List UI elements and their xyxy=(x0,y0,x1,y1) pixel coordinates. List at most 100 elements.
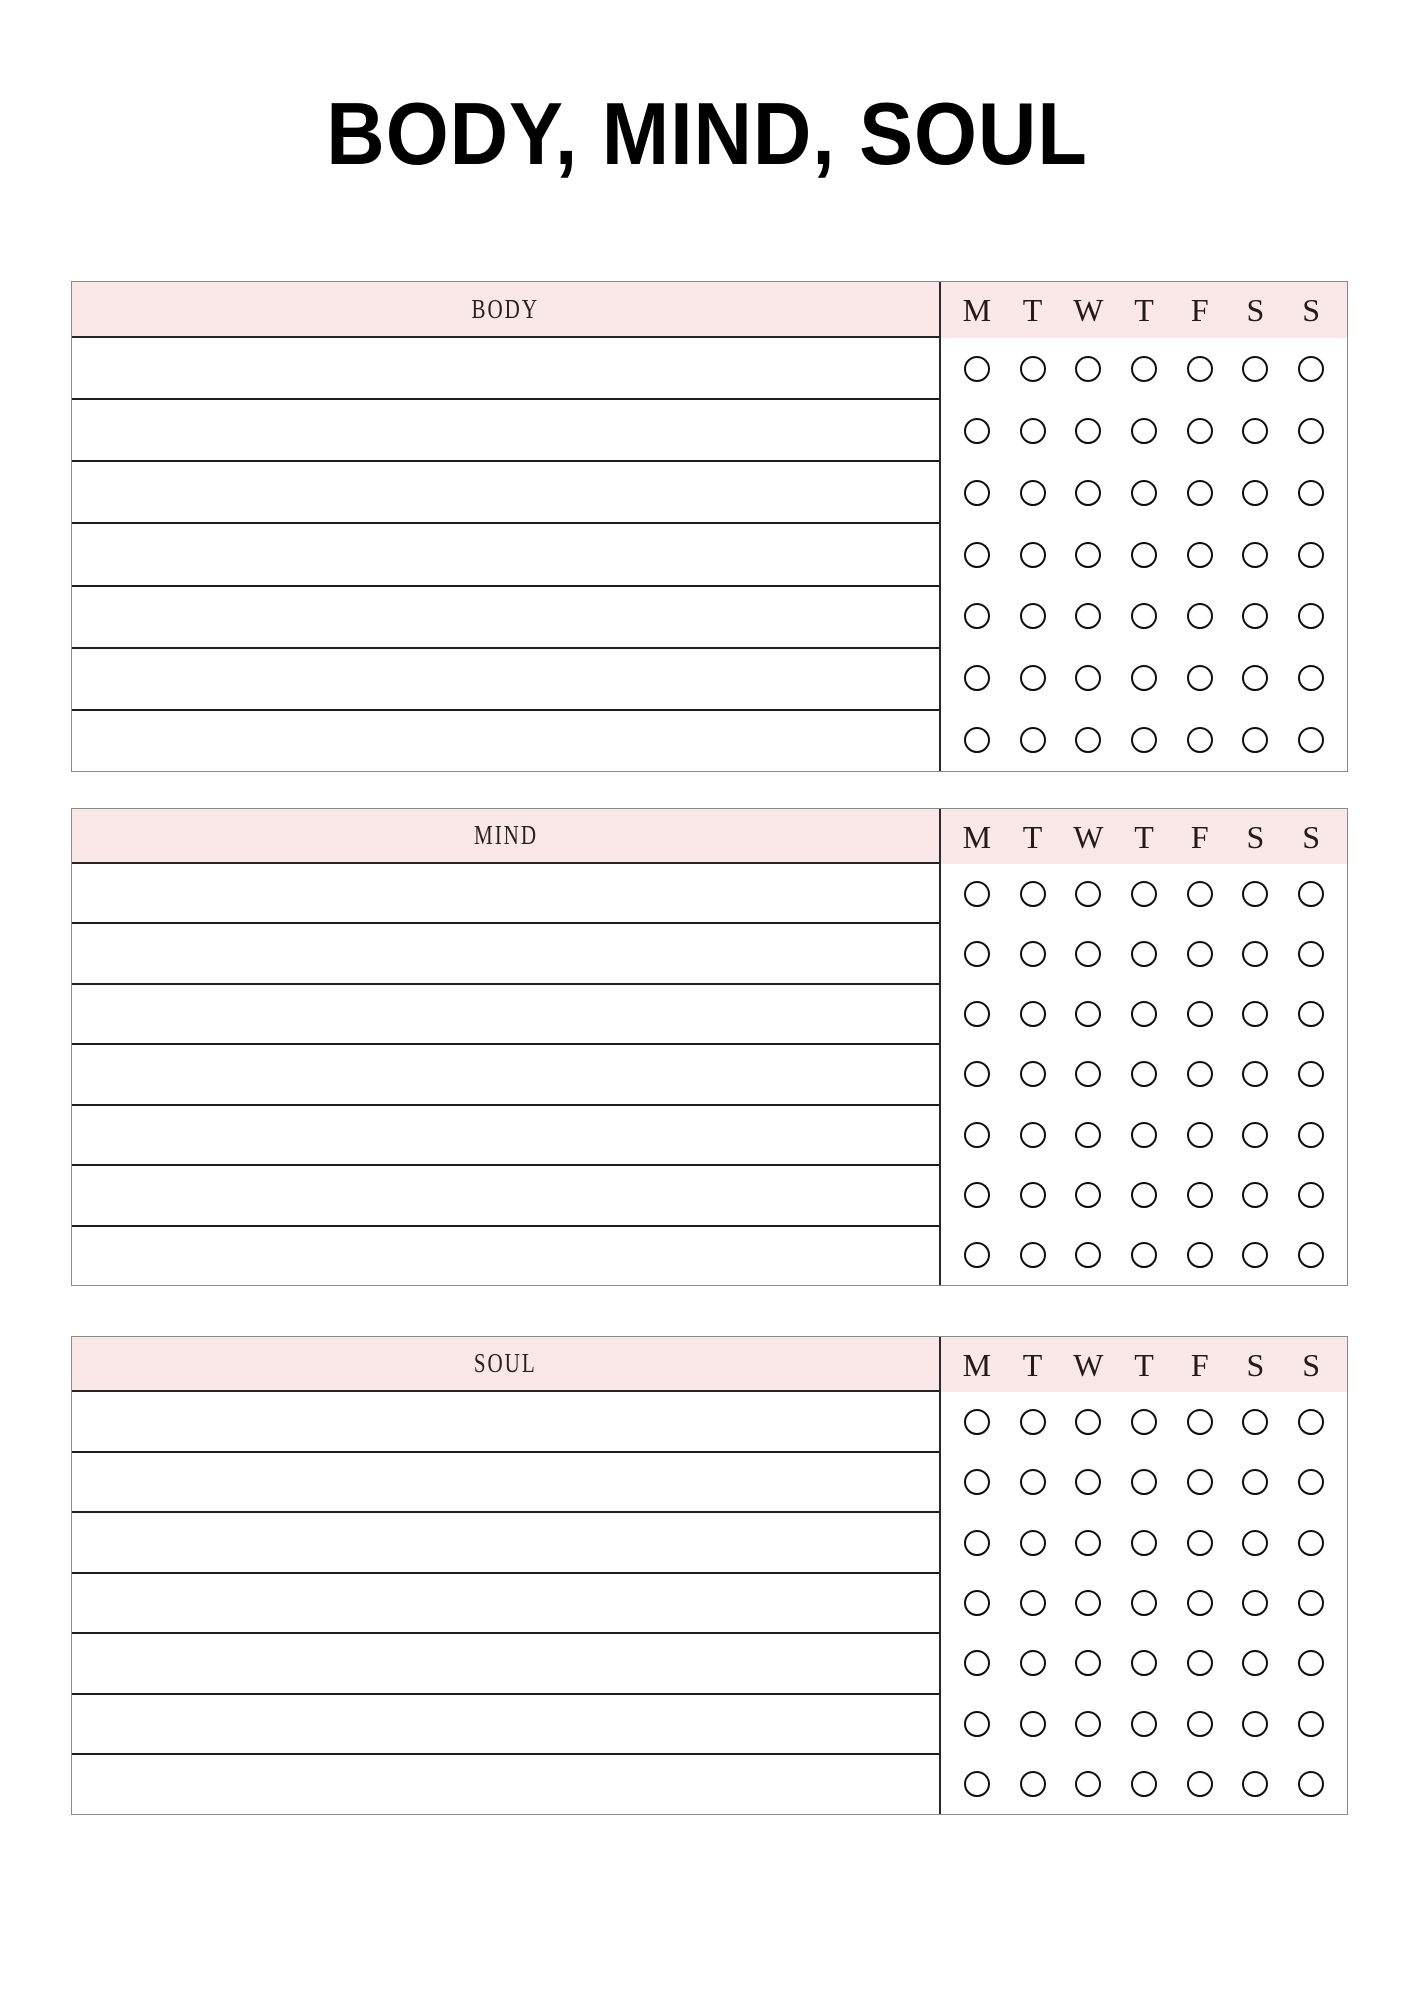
habit-name-input-row[interactable] xyxy=(72,1513,939,1574)
checkbox-cell[interactable] xyxy=(1172,1650,1228,1677)
checkbox-cell[interactable] xyxy=(1060,1529,1116,1556)
checkbox-cell[interactable] xyxy=(1005,1181,1061,1208)
circle-checkbox-icon[interactable] xyxy=(1075,479,1102,506)
circle-checkbox-icon[interactable] xyxy=(1075,1409,1102,1436)
circle-checkbox-icon[interactable] xyxy=(963,479,990,506)
checkbox-cell[interactable] xyxy=(1116,1001,1172,1028)
circle-checkbox-icon[interactable] xyxy=(1075,1589,1102,1616)
checkbox-cell[interactable] xyxy=(1005,1121,1061,1148)
habit-name-input-row[interactable] xyxy=(72,1573,939,1635)
checkbox-cell[interactable] xyxy=(1172,1121,1228,1148)
checkbox-cell[interactable] xyxy=(1005,1529,1061,1556)
habit-name-input-row[interactable] xyxy=(72,648,939,711)
checkbox-cell[interactable] xyxy=(1005,941,1061,968)
circle-checkbox-icon[interactable] xyxy=(1131,727,1158,754)
checkbox-cell[interactable] xyxy=(949,1121,1005,1148)
circle-checkbox-icon[interactable] xyxy=(1186,727,1213,754)
checkbox-cell[interactable] xyxy=(1116,727,1172,754)
circle-checkbox-icon[interactable] xyxy=(1298,941,1325,968)
checkbox-cell[interactable] xyxy=(949,665,1005,692)
checkbox-cell[interactable] xyxy=(1172,1529,1228,1556)
circle-checkbox-icon[interactable] xyxy=(1019,1121,1046,1148)
checkbox-cell[interactable] xyxy=(1228,1409,1284,1436)
checkbox-cell[interactable] xyxy=(1060,1181,1116,1208)
checkbox-cell[interactable] xyxy=(1005,1469,1061,1496)
circle-checkbox-icon[interactable] xyxy=(1075,1181,1102,1208)
circle-checkbox-icon[interactable] xyxy=(1019,665,1046,692)
checkbox-cell[interactable] xyxy=(1283,1710,1339,1737)
circle-checkbox-icon[interactable] xyxy=(1242,417,1269,444)
checkbox-cell[interactable] xyxy=(949,355,1005,382)
circle-checkbox-icon[interactable] xyxy=(1019,941,1046,968)
checkbox-cell[interactable] xyxy=(1116,355,1172,382)
circle-checkbox-icon[interactable] xyxy=(1298,541,1325,568)
habit-name-input-row[interactable] xyxy=(72,1045,939,1106)
checkbox-cell[interactable] xyxy=(1228,541,1284,568)
circle-checkbox-icon[interactable] xyxy=(1131,417,1158,444)
checkbox-cell[interactable] xyxy=(1228,881,1284,908)
checkbox-cell[interactable] xyxy=(1060,1121,1116,1148)
circle-checkbox-icon[interactable] xyxy=(963,1469,990,1496)
circle-checkbox-icon[interactable] xyxy=(1131,881,1158,908)
circle-checkbox-icon[interactable] xyxy=(1298,1770,1325,1797)
checkbox-cell[interactable] xyxy=(1116,1770,1172,1797)
checkbox-cell[interactable] xyxy=(1228,1241,1284,1268)
checkbox-cell[interactable] xyxy=(1283,1121,1339,1148)
checkbox-cell[interactable] xyxy=(1005,881,1061,908)
checkbox-cell[interactable] xyxy=(1172,1001,1228,1028)
checkbox-cell[interactable] xyxy=(949,1241,1005,1268)
checkbox-cell[interactable] xyxy=(949,1650,1005,1677)
checkbox-cell[interactable] xyxy=(1005,355,1061,382)
habit-name-input-row[interactable] xyxy=(72,462,939,525)
circle-checkbox-icon[interactable] xyxy=(1131,1770,1158,1797)
habit-name-input-row[interactable] xyxy=(72,924,939,985)
circle-checkbox-icon[interactable] xyxy=(1075,881,1102,908)
circle-checkbox-icon[interactable] xyxy=(963,1650,990,1677)
circle-checkbox-icon[interactable] xyxy=(1131,1650,1158,1677)
circle-checkbox-icon[interactable] xyxy=(963,355,990,382)
habit-name-input-row[interactable] xyxy=(72,710,939,771)
circle-checkbox-icon[interactable] xyxy=(963,1121,990,1148)
habit-name-input-row[interactable] xyxy=(72,400,939,463)
circle-checkbox-icon[interactable] xyxy=(1131,665,1158,692)
circle-checkbox-icon[interactable] xyxy=(963,1770,990,1797)
checkbox-cell[interactable] xyxy=(1172,541,1228,568)
checkbox-cell[interactable] xyxy=(1172,941,1228,968)
circle-checkbox-icon[interactable] xyxy=(963,541,990,568)
circle-checkbox-icon[interactable] xyxy=(1075,727,1102,754)
checkbox-cell[interactable] xyxy=(1116,1529,1172,1556)
checkbox-cell[interactable] xyxy=(1116,417,1172,444)
habit-name-input-row[interactable] xyxy=(72,586,939,649)
checkbox-cell[interactable] xyxy=(949,1589,1005,1616)
circle-checkbox-icon[interactable] xyxy=(1019,1710,1046,1737)
checkbox-cell[interactable] xyxy=(1005,665,1061,692)
circle-checkbox-icon[interactable] xyxy=(1242,881,1269,908)
circle-checkbox-icon[interactable] xyxy=(1075,1650,1102,1677)
checkbox-cell[interactable] xyxy=(1283,1770,1339,1797)
circle-checkbox-icon[interactable] xyxy=(1298,1001,1325,1028)
circle-checkbox-icon[interactable] xyxy=(1186,1529,1213,1556)
circle-checkbox-icon[interactable] xyxy=(963,1241,990,1268)
circle-checkbox-icon[interactable] xyxy=(1298,1241,1325,1268)
checkbox-cell[interactable] xyxy=(1228,1710,1284,1737)
checkbox-cell[interactable] xyxy=(1172,665,1228,692)
checkbox-cell[interactable] xyxy=(1283,1529,1339,1556)
circle-checkbox-icon[interactable] xyxy=(1019,1469,1046,1496)
checkbox-cell[interactable] xyxy=(1060,1001,1116,1028)
checkbox-cell[interactable] xyxy=(1060,1409,1116,1436)
checkbox-cell[interactable] xyxy=(1060,479,1116,506)
checkbox-cell[interactable] xyxy=(1172,479,1228,506)
circle-checkbox-icon[interactable] xyxy=(1298,479,1325,506)
circle-checkbox-icon[interactable] xyxy=(963,1710,990,1737)
checkbox-cell[interactable] xyxy=(1283,479,1339,506)
checkbox-cell[interactable] xyxy=(1228,417,1284,444)
checkbox-cell[interactable] xyxy=(1228,1121,1284,1148)
checkbox-cell[interactable] xyxy=(1228,1650,1284,1677)
circle-checkbox-icon[interactable] xyxy=(1131,1529,1158,1556)
circle-checkbox-icon[interactable] xyxy=(1242,1061,1269,1088)
circle-checkbox-icon[interactable] xyxy=(1019,1181,1046,1208)
circle-checkbox-icon[interactable] xyxy=(963,1409,990,1436)
checkbox-cell[interactable] xyxy=(1116,1710,1172,1737)
circle-checkbox-icon[interactable] xyxy=(963,941,990,968)
circle-checkbox-icon[interactable] xyxy=(1186,1710,1213,1737)
